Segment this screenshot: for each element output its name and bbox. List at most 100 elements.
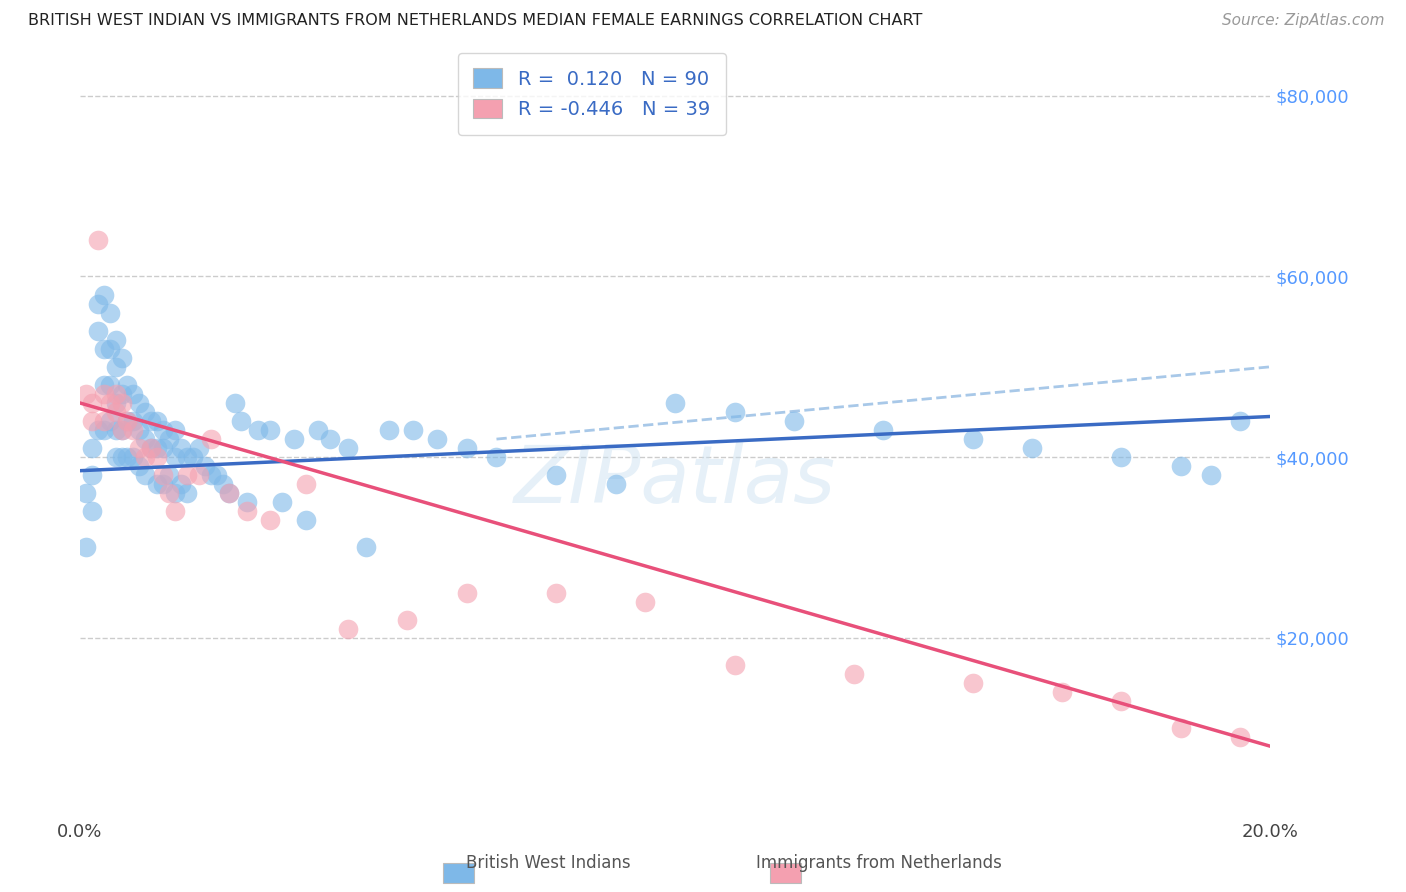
Point: [104, 405, 127, 419]
Point: [396, 613, 419, 627]
Point: [98, 342, 121, 356]
Point: [141, 441, 163, 455]
Point: [146, 477, 169, 491]
Point: [872, 423, 894, 437]
Point: [176, 450, 198, 465]
Point: [104, 387, 127, 401]
Point: [80, 396, 103, 410]
Point: [98, 377, 121, 392]
Point: [157, 486, 180, 500]
Point: [842, 667, 865, 681]
Point: [295, 513, 318, 527]
Point: [75, 387, 97, 401]
Point: [1021, 441, 1043, 455]
Point: [117, 377, 139, 392]
Point: [157, 468, 180, 483]
Legend: R =  0.120   N = 90, R = -0.446   N = 39: R = 0.120 N = 90, R = -0.446 N = 39: [458, 53, 725, 135]
Point: [141, 414, 163, 428]
Point: [1170, 721, 1192, 735]
Point: [1050, 685, 1073, 699]
Point: [104, 333, 127, 347]
Point: [218, 486, 240, 500]
Point: [378, 423, 401, 437]
Point: [723, 405, 745, 419]
Point: [259, 423, 281, 437]
Point: [283, 432, 305, 446]
Point: [165, 486, 187, 500]
Point: [229, 414, 252, 428]
Point: [259, 513, 281, 527]
Point: [122, 423, 145, 437]
Point: [783, 414, 806, 428]
Point: [117, 450, 139, 465]
Point: [152, 423, 174, 437]
Text: ZIPatlas: ZIPatlas: [515, 442, 837, 520]
Point: [110, 423, 132, 437]
Point: [723, 657, 745, 672]
Point: [93, 287, 115, 301]
Point: [117, 414, 139, 428]
Point: [128, 423, 150, 437]
Point: [98, 396, 121, 410]
Point: [224, 396, 246, 410]
Point: [544, 585, 567, 599]
Point: [247, 423, 270, 437]
Point: [152, 441, 174, 455]
Point: [128, 459, 150, 474]
Point: [110, 396, 132, 410]
Point: [1170, 459, 1192, 474]
Text: Immigrants from Netherlands: Immigrants from Netherlands: [756, 855, 1001, 872]
Point: [187, 468, 209, 483]
Point: [134, 405, 156, 419]
Point: [80, 414, 103, 428]
Point: [295, 477, 318, 491]
Point: [146, 441, 169, 455]
Point: [93, 387, 115, 401]
Point: [170, 477, 193, 491]
Point: [170, 441, 193, 455]
Point: [80, 468, 103, 483]
Point: [634, 595, 657, 609]
Point: [336, 441, 359, 455]
Point: [176, 486, 198, 500]
Point: [336, 622, 359, 636]
Point: [200, 468, 222, 483]
Point: [456, 441, 478, 455]
Point: [128, 441, 150, 455]
Point: [122, 387, 145, 401]
Point: [354, 541, 377, 555]
Point: [485, 450, 508, 465]
Point: [110, 351, 132, 365]
Point: [456, 585, 478, 599]
Point: [104, 450, 127, 465]
Point: [87, 324, 110, 338]
Point: [1111, 694, 1133, 708]
Point: [93, 423, 115, 437]
Point: [110, 450, 132, 465]
Point: [1229, 730, 1251, 744]
Point: [205, 468, 228, 483]
Point: [194, 459, 217, 474]
Point: [104, 423, 127, 437]
Text: British West Indians: British West Indians: [465, 855, 631, 872]
Point: [146, 414, 169, 428]
Point: [176, 468, 198, 483]
Point: [165, 504, 187, 518]
Point: [98, 305, 121, 319]
Point: [1229, 414, 1251, 428]
Point: [134, 432, 156, 446]
Point: [122, 414, 145, 428]
Point: [235, 504, 257, 518]
Point: [110, 387, 132, 401]
Point: [134, 450, 156, 465]
Point: [93, 342, 115, 356]
Point: [93, 414, 115, 428]
Point: [122, 450, 145, 465]
Point: [152, 468, 174, 483]
Point: [104, 396, 127, 410]
Point: [128, 396, 150, 410]
Point: [141, 441, 163, 455]
Point: [165, 450, 187, 465]
Point: [235, 495, 257, 509]
Point: [271, 495, 294, 509]
